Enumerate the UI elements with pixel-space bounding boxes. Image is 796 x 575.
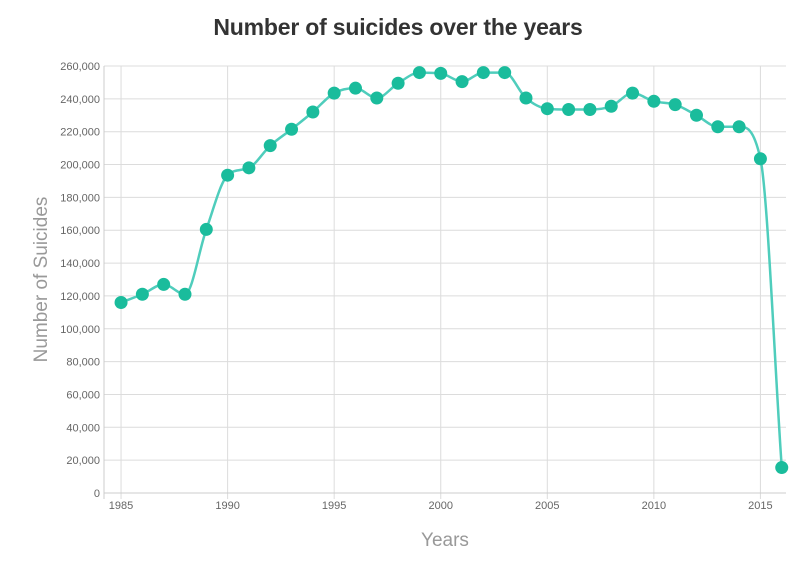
x-tick-label: 1990	[215, 500, 239, 512]
y-tick-label: 140,000	[60, 258, 100, 270]
data-point[interactable]	[434, 66, 448, 80]
data-point[interactable]	[242, 161, 256, 175]
x-axis-title: Years	[421, 530, 469, 551]
data-point[interactable]	[711, 120, 725, 134]
data-point[interactable]	[114, 295, 128, 309]
x-tick-label: 2000	[428, 500, 452, 512]
y-axis-title: Number of Suicides	[31, 197, 52, 363]
y-axis: 0 20,000 40,000 60,000 80,000 100,000 120,000 1…	[60, 61, 105, 500]
y-tick-label: 80,000	[66, 357, 100, 369]
y-tick-label: 200,000	[60, 160, 100, 172]
data-point[interactable]	[178, 287, 192, 301]
data-point[interactable]	[391, 76, 405, 90]
data-point[interactable]	[221, 168, 235, 182]
gridlines	[104, 65, 786, 499]
data-point[interactable]	[370, 91, 384, 105]
data-point[interactable]	[562, 103, 576, 117]
data-point[interactable]	[263, 139, 277, 153]
y-tick-label: 40,000	[66, 422, 100, 434]
data-point[interactable]	[604, 99, 618, 113]
data-point[interactable]	[647, 94, 661, 108]
data-point[interactable]	[455, 75, 469, 89]
y-tick-label: 160,000	[60, 225, 100, 237]
data-point[interactable]	[540, 102, 554, 116]
x-tick-label: 1995	[322, 500, 346, 512]
data-point[interactable]	[626, 86, 640, 100]
data-point[interactable]	[732, 120, 746, 134]
data-point[interactable]	[519, 91, 533, 105]
y-tick-label: 60,000	[66, 389, 100, 401]
x-tick-label: 2005	[535, 500, 559, 512]
y-tick-label: 120,000	[60, 291, 100, 303]
y-tick-label: 220,000	[60, 127, 100, 139]
data-point[interactable]	[348, 81, 362, 95]
data-point[interactable]	[753, 152, 767, 166]
data-point[interactable]	[583, 103, 597, 117]
x-tick-label: 1985	[109, 500, 133, 512]
data-point[interactable]	[199, 222, 213, 236]
x-tick-label: 2010	[642, 500, 666, 512]
data-points	[114, 66, 789, 475]
data-point[interactable]	[668, 98, 682, 112]
data-point[interactable]	[135, 287, 149, 301]
data-point[interactable]	[285, 122, 299, 136]
data-point[interactable]	[412, 66, 426, 80]
y-tick-label: 100,000	[60, 324, 100, 336]
y-tick-label: 0	[94, 488, 100, 500]
x-tick-label: 2015	[748, 500, 772, 512]
data-point[interactable]	[476, 66, 490, 80]
y-tick-label: 240,000	[60, 94, 100, 106]
y-tick-label: 180,000	[60, 192, 100, 204]
x-axis: 1985 1990 1995 2000 2005 2010 2015	[104, 492, 786, 512]
chart-title: Number of suicides over the years	[213, 14, 583, 40]
y-tick-label: 260,000	[60, 61, 100, 73]
data-point[interactable]	[689, 108, 703, 122]
data-point[interactable]	[157, 277, 171, 291]
data-point[interactable]	[306, 105, 320, 119]
y-tick-label: 20,000	[66, 455, 100, 467]
data-point[interactable]	[498, 66, 512, 80]
data-point[interactable]	[327, 86, 341, 100]
data-point[interactable]	[775, 461, 789, 475]
